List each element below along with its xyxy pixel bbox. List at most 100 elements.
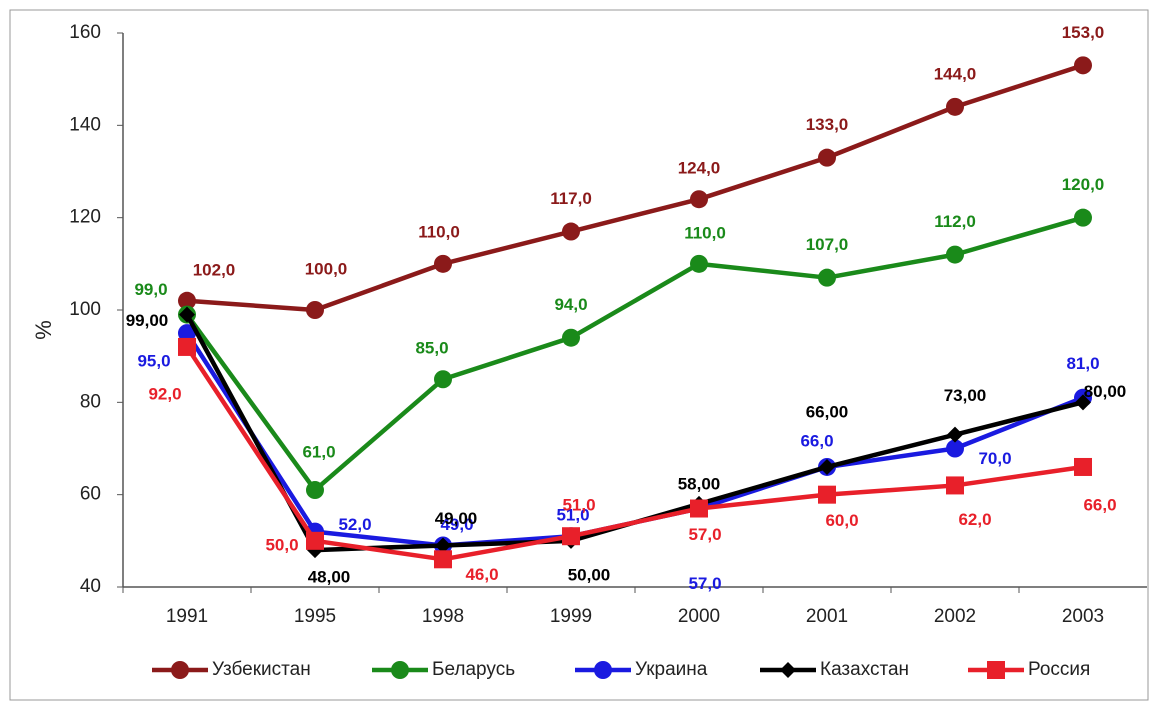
data-label: 66,0 <box>1083 495 1116 514</box>
data-label: 49,0 <box>440 515 473 534</box>
data-point <box>946 245 964 264</box>
legend-label: Украина <box>635 659 708 680</box>
data-point <box>1075 394 1091 411</box>
data-label: 70,0 <box>978 449 1011 468</box>
y-tick-label: 80 <box>80 391 101 412</box>
data-label: 49,00 <box>435 509 478 528</box>
legend-label: Россия <box>1028 659 1090 680</box>
data-label: 120,0 <box>1062 175 1105 194</box>
x-tick-label: 2000 <box>678 606 720 627</box>
data-point <box>947 426 963 443</box>
data-label: 58,00 <box>678 474 721 493</box>
data-point <box>306 301 324 319</box>
data-label: 100,0 <box>305 259 348 278</box>
data-label: 62,0 <box>958 510 991 529</box>
data-point <box>434 254 452 273</box>
y-tick-label: 100 <box>69 299 101 320</box>
data-label: 95,0 <box>137 352 170 371</box>
data-label: 73,00 <box>944 386 987 405</box>
data-point <box>306 531 324 550</box>
data-label: 117,0 <box>550 189 592 208</box>
data-label: 57,0 <box>688 574 721 593</box>
legend-label: Беларусь <box>432 659 515 680</box>
data-label: 92,0 <box>148 384 181 403</box>
data-label: 52,0 <box>338 515 371 534</box>
y-tick-label: 60 <box>80 484 101 505</box>
data-label: 80,00 <box>1084 382 1127 401</box>
data-point <box>1074 208 1092 227</box>
data-point <box>562 328 580 347</box>
data-point <box>178 291 196 310</box>
x-tick-label: 2002 <box>934 606 976 627</box>
data-point <box>306 481 324 500</box>
data-label: 112,0 <box>934 212 976 231</box>
y-axis-label: % <box>31 320 56 340</box>
data-point <box>818 148 836 167</box>
data-point <box>690 190 708 209</box>
series-line <box>185 215 1084 493</box>
data-label: 94,0 <box>554 295 587 314</box>
data-point <box>690 499 708 518</box>
series-line <box>185 345 1084 562</box>
data-label: 102,0 <box>193 260 236 279</box>
data-point <box>434 550 452 569</box>
data-point <box>946 439 964 458</box>
data-label: 153,0 <box>1062 23 1105 42</box>
x-tick-label: 2003 <box>1062 606 1104 627</box>
data-label: 51,0 <box>562 496 595 515</box>
data-point <box>1074 457 1092 476</box>
data-point <box>178 324 196 343</box>
data-label: 144,0 <box>934 64 977 83</box>
y-tick-label: 40 <box>80 576 101 597</box>
x-tick-label: 1995 <box>294 606 336 627</box>
legend-marker <box>391 661 409 679</box>
data-label: 50,00 <box>568 565 611 584</box>
data-point <box>179 306 195 323</box>
data-label: 61,0 <box>302 443 335 462</box>
series-line <box>186 63 1084 313</box>
data-label: 85,0 <box>415 339 448 358</box>
data-label: 110,0 <box>684 223 726 242</box>
x-tick-label: 1991 <box>166 606 208 627</box>
data-point <box>435 537 451 554</box>
data-point <box>1074 56 1092 75</box>
data-point <box>818 268 836 287</box>
legend-label: Узбекистан <box>212 659 311 680</box>
data-label: 66,0 <box>800 431 833 450</box>
data-point <box>819 458 835 475</box>
data-label: 124,0 <box>678 159 721 178</box>
data-point <box>562 222 580 241</box>
data-point <box>434 370 452 389</box>
y-tick-label: 120 <box>69 207 101 228</box>
data-label: 107,0 <box>806 235 849 254</box>
legend-marker <box>987 661 1005 679</box>
data-label: 48,00 <box>308 568 351 587</box>
data-label: 46,0 <box>465 565 498 584</box>
data-point <box>946 476 964 495</box>
data-label: 51,0 <box>556 506 589 525</box>
data-point <box>690 254 708 273</box>
x-tick-label: 1998 <box>422 606 464 627</box>
x-tick-label: 2001 <box>806 606 848 627</box>
data-label: 66,00 <box>806 402 849 421</box>
data-point <box>178 337 196 356</box>
legend-label: Казахстан <box>820 659 909 680</box>
y-tick-label: 140 <box>69 114 101 135</box>
x-tick-label: 1999 <box>550 606 592 627</box>
data-label: 133,0 <box>806 115 849 134</box>
data-point <box>818 485 836 504</box>
data-label: 99,0 <box>134 280 167 299</box>
data-label: 99,00 <box>126 311 169 330</box>
data-label: 110,0 <box>418 222 460 241</box>
y-tick-label: 160 <box>69 22 101 43</box>
data-label: 60,0 <box>825 511 858 530</box>
legend-marker <box>171 661 189 679</box>
data-label: 57,0 <box>688 525 721 544</box>
legend-marker <box>594 661 612 679</box>
data-label: 50,0 <box>265 535 298 554</box>
data-point <box>946 97 964 116</box>
legend-marker <box>780 662 796 678</box>
data-point <box>562 527 580 546</box>
data-label: 81,0 <box>1066 354 1099 373</box>
